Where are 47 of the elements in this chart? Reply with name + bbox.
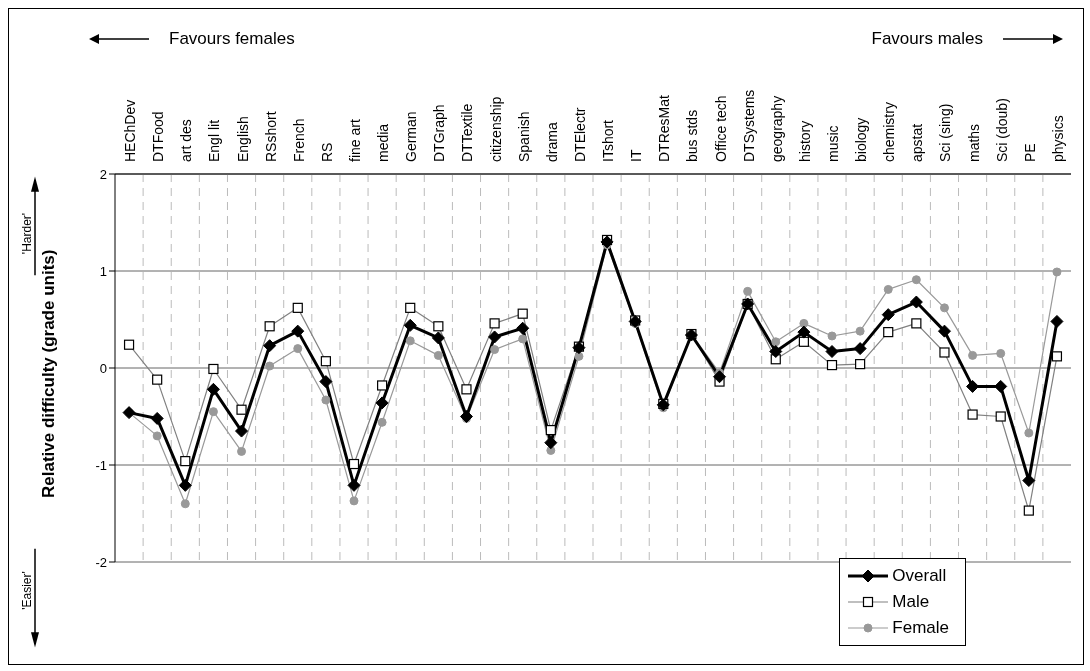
- text: 'Harder': [20, 212, 34, 255]
- text: 'Easier': [20, 571, 34, 610]
- x-tick-label: DTElectr: [571, 107, 588, 162]
- y-tick-label: -1: [95, 457, 107, 473]
- y-tick-label: 1: [99, 263, 107, 279]
- x-tick-label: citizenship: [487, 96, 504, 162]
- x-tick-label: Office tech: [712, 95, 729, 162]
- y-tick-label: 2: [99, 166, 107, 182]
- x-tick-label: history: [796, 120, 813, 162]
- x-tick-label: media: [375, 123, 392, 162]
- x-tick-label: German: [403, 111, 420, 162]
- x-tick-label: PE: [1021, 143, 1038, 162]
- x-tick-label: ITshort: [600, 119, 617, 162]
- x-tick-label: RSshort: [262, 111, 279, 162]
- y-axis-title: Relative difficulty (grade units): [39, 249, 59, 498]
- x-tick-label: HEChDev: [122, 99, 139, 162]
- x-tick-label: Spanish: [515, 111, 532, 162]
- y-tick-label: 0: [99, 360, 107, 376]
- x-tick-label: physics: [1049, 115, 1066, 162]
- legend-label: Female: [892, 618, 949, 638]
- x-tick-label: DTTextile: [459, 103, 476, 162]
- x-tick-label: Sci (doub): [993, 98, 1010, 162]
- legend-label: Male: [892, 592, 930, 612]
- x-tick-label: English: [234, 116, 251, 162]
- text: Favours males: [871, 29, 983, 49]
- x-tick-label: DTSystems: [740, 89, 757, 162]
- x-tick-label: Sci (sing): [937, 103, 954, 162]
- x-tick-label: DTGraph: [431, 104, 448, 162]
- x-tick-label: chemistry: [881, 102, 898, 162]
- x-tick-label: bus stds: [684, 109, 701, 162]
- text: Favours females: [169, 29, 295, 49]
- x-tick-label: Engl lit: [206, 119, 223, 162]
- x-tick-label: DTResMat: [656, 94, 673, 162]
- x-tick-label: IT: [628, 149, 645, 162]
- x-tick-label: apstat: [909, 123, 926, 162]
- x-tick-label: French: [290, 118, 307, 162]
- x-tick-label: art des: [178, 119, 195, 162]
- x-tick-label: music: [825, 125, 841, 162]
- x-tick-label: RS: [318, 142, 335, 162]
- x-tick-label: drama: [543, 122, 560, 162]
- x-tick-label: maths: [965, 123, 982, 162]
- x-tick-label: biology: [853, 117, 870, 162]
- x-tick-label: geography: [768, 95, 785, 162]
- x-tick-label: DTFood: [150, 111, 167, 162]
- x-tick-label: fine art: [347, 119, 363, 162]
- legend-label: Overall: [892, 566, 947, 586]
- y-tick-label: -2: [95, 554, 107, 570]
